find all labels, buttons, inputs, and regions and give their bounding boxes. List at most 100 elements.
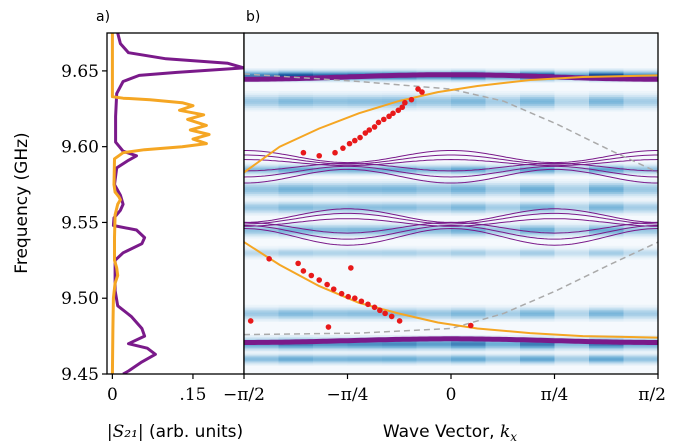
data-point <box>396 318 403 324</box>
heatmap-cell <box>313 249 348 252</box>
heatmap-cell <box>313 313 348 316</box>
heatmap-cell <box>451 221 486 224</box>
heatmap-cell <box>554 319 590 323</box>
heatmap-cell <box>451 316 486 319</box>
heatmap-cell <box>623 69 658 72</box>
heatmap-cell <box>313 189 348 193</box>
heatmap-cell <box>451 204 486 207</box>
data-point <box>395 107 402 114</box>
heatmap-cell <box>313 228 348 232</box>
heatmap-cell <box>520 200 555 203</box>
heatmap-cell <box>244 174 279 177</box>
data-point <box>330 286 337 292</box>
heatmap-cell <box>589 249 624 252</box>
heatmap-cell <box>278 231 314 235</box>
heatmap-cell <box>382 210 417 213</box>
heatmap-cell <box>244 92 279 96</box>
heatmap-cell <box>347 98 383 101</box>
heatmap-cell <box>416 359 452 361</box>
heatmap-cell <box>451 80 486 83</box>
data-point <box>362 130 369 136</box>
heatmap-cell <box>485 191 521 194</box>
heatmap-cell <box>520 173 555 176</box>
heatmap-cell <box>520 342 555 345</box>
heatmap-cell <box>416 164 452 167</box>
heatmap-cell <box>623 351 658 354</box>
heatmap-cell <box>520 189 555 193</box>
heatmap-cell <box>382 167 417 170</box>
heatmap-cell <box>485 362 521 365</box>
heatmap-cell <box>554 212 590 215</box>
heatmap-cell <box>278 74 314 77</box>
heatmap-cell <box>589 250 624 253</box>
heatmap-cell <box>244 96 279 99</box>
heatmap-cell <box>485 250 521 253</box>
heatmap-cell <box>623 256 658 259</box>
heatmap-cell <box>589 222 624 226</box>
heatmap-cell <box>313 196 348 200</box>
heatmap-cell <box>623 362 658 365</box>
heatmap-cell <box>416 364 452 366</box>
heatmap-cell <box>382 222 417 226</box>
heatmap-cell <box>520 164 555 167</box>
heatmap-cell <box>623 168 658 171</box>
heatmap-cell <box>347 174 383 177</box>
heatmap-cell <box>623 68 658 71</box>
heatmap-cell <box>589 306 624 309</box>
heatmap-cell <box>554 193 590 196</box>
heatmap-cell <box>416 200 452 203</box>
heatmap-cell <box>416 345 452 348</box>
heatmap-cell <box>623 105 658 108</box>
heatmap-cell <box>520 182 555 185</box>
heatmap-cell <box>554 250 590 253</box>
heatmap-cell <box>278 335 314 338</box>
heatmap-cell <box>589 162 624 165</box>
heatmap-cell <box>485 248 521 251</box>
heatmap-cell <box>347 307 383 310</box>
heatmap-cell <box>623 230 658 233</box>
x-tick-label: −π/4 <box>327 385 369 405</box>
heatmap-cell <box>554 245 590 248</box>
heatmap-cell <box>347 364 383 366</box>
heatmap-cell <box>416 203 452 206</box>
heatmap-cell <box>382 342 417 345</box>
heatmap-cell <box>244 73 279 76</box>
heatmap-cell <box>244 257 279 260</box>
heatmap-cell <box>382 174 417 177</box>
heatmap-cell <box>382 350 417 353</box>
heatmap-cell <box>589 70 624 73</box>
heatmap-cell <box>382 335 417 338</box>
heatmap-cell <box>554 96 590 99</box>
heatmap-cell <box>520 105 555 108</box>
heatmap-cell <box>554 256 590 259</box>
heatmap-cell <box>278 307 314 310</box>
heatmap-cell <box>382 227 417 230</box>
heatmap-cell <box>451 200 486 203</box>
heatmap-cell <box>485 350 521 353</box>
heatmap-cell <box>278 172 314 174</box>
heatmap-cell <box>520 196 555 200</box>
heatmap-cell <box>589 255 624 258</box>
heatmap-cell <box>313 256 348 259</box>
heatmap-cell <box>554 203 590 206</box>
heatmap-cell <box>451 254 486 257</box>
heatmap-cell <box>278 336 314 339</box>
heatmap-cell <box>520 207 555 210</box>
heatmap-cell <box>623 207 658 210</box>
heatmap-cell <box>278 313 314 316</box>
heatmap-cell <box>554 164 590 167</box>
heatmap-cell <box>347 167 383 170</box>
heatmap-cell <box>313 335 348 338</box>
heatmap-cell <box>554 201 590 204</box>
heatmap-cell <box>244 345 279 348</box>
heatmap-cell <box>313 364 348 366</box>
heatmap-cell <box>347 227 383 230</box>
heatmap-cell <box>623 356 658 359</box>
heatmap-cell <box>382 316 417 319</box>
heatmap-cell <box>382 347 417 350</box>
heatmap-cell <box>278 250 314 253</box>
heatmap-cell <box>589 351 624 354</box>
heatmap-cell <box>347 351 383 354</box>
heatmap-cell <box>347 319 383 323</box>
heatmap-cell <box>416 227 452 230</box>
